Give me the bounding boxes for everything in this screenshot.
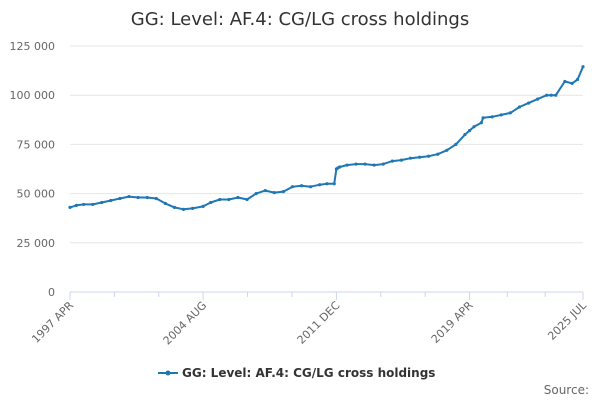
y-tick-label: 50 000 <box>17 188 56 201</box>
data-point[interactable] <box>575 77 580 82</box>
y-tick-label: 25 000 <box>17 237 56 250</box>
x-tick-label: 2011 DEC <box>295 299 343 347</box>
data-point[interactable] <box>318 183 322 187</box>
data-point[interactable] <box>427 154 431 158</box>
data-point[interactable] <box>245 197 249 202</box>
data-point[interactable] <box>74 203 78 208</box>
data-point[interactable] <box>354 162 358 166</box>
data-point[interactable] <box>100 200 104 205</box>
data-point[interactable] <box>436 152 440 156</box>
data-point[interactable] <box>417 155 422 159</box>
x-tick-label: 2025 JUL <box>545 298 589 342</box>
data-point[interactable] <box>201 204 205 208</box>
legend-marker-icon <box>165 370 171 376</box>
data-point[interactable] <box>345 163 349 167</box>
data-point[interactable] <box>563 79 567 84</box>
data-point[interactable] <box>549 93 553 97</box>
data-point[interactable] <box>236 195 240 200</box>
legend[interactable]: GG: Level: AF.4: CG/LG cross holdings <box>158 366 435 380</box>
series-line[interactable] <box>69 66 584 211</box>
data-point[interactable] <box>399 158 404 162</box>
source-label: Source: <box>544 383 589 397</box>
data-point[interactable] <box>363 162 367 166</box>
data-point[interactable] <box>136 195 140 200</box>
data-point[interactable] <box>481 116 485 120</box>
y-tick-label: 0 <box>48 286 55 299</box>
data-point[interactable] <box>517 105 522 109</box>
data-point[interactable] <box>309 185 313 189</box>
data-point[interactable] <box>325 182 329 186</box>
data-point[interactable] <box>190 206 195 210</box>
data-point[interactable] <box>408 156 413 160</box>
data-point[interactable] <box>209 200 213 205</box>
x-tick-label: 1997 APR <box>29 299 76 346</box>
data-point[interactable] <box>218 197 222 202</box>
data-point[interactable] <box>82 202 86 207</box>
data-point[interactable] <box>472 125 476 129</box>
data-point[interactable] <box>272 191 276 195</box>
x-tick-label: 2019 APR <box>429 299 476 346</box>
y-tick-label: 125 000 <box>10 40 56 53</box>
data-point[interactable] <box>254 192 258 196</box>
data-point[interactable] <box>91 202 95 207</box>
legend-label: GG: Level: AF.4: CG/LG cross holdings <box>182 366 435 380</box>
data-point[interactable] <box>290 185 295 189</box>
y-tick-label: 75 000 <box>17 138 56 151</box>
data-point[interactable] <box>463 132 467 137</box>
data-point[interactable] <box>545 93 549 97</box>
data-point[interactable] <box>163 201 167 206</box>
data-point[interactable] <box>372 163 376 167</box>
grid <box>70 45 583 293</box>
y-tick-label: 100 000 <box>10 89 56 102</box>
data-point[interactable] <box>172 205 177 209</box>
data-point[interactable] <box>281 190 285 194</box>
data-point[interactable] <box>332 182 336 186</box>
data-point[interactable] <box>536 97 540 101</box>
data-point[interactable] <box>181 207 186 211</box>
data-point[interactable] <box>554 93 558 97</box>
data-point[interactable] <box>390 159 394 163</box>
data-point[interactable] <box>499 113 503 117</box>
data-point[interactable] <box>338 165 342 169</box>
data-point[interactable] <box>154 196 158 201</box>
data-point[interactable] <box>127 194 131 199</box>
x-tick-label: 2004 AUG <box>161 299 210 348</box>
series-layer <box>68 65 585 211</box>
data-point[interactable] <box>479 121 483 125</box>
chart-title: GG: Level: AF.4: CG/LG cross holdings <box>131 9 469 30</box>
data-point[interactable] <box>299 184 304 188</box>
data-point[interactable] <box>381 162 385 166</box>
data-point[interactable] <box>445 148 449 152</box>
data-point[interactable] <box>508 111 512 115</box>
data-point[interactable] <box>467 129 472 133</box>
data-point[interactable] <box>263 189 267 193</box>
data-point[interactable] <box>227 197 231 202</box>
data-point[interactable] <box>526 101 531 105</box>
data-point[interactable] <box>581 65 585 69</box>
data-point[interactable] <box>68 205 72 209</box>
data-point[interactable] <box>109 198 113 203</box>
data-point[interactable] <box>145 195 149 200</box>
data-point[interactable] <box>490 115 494 119</box>
data-point[interactable] <box>118 196 122 201</box>
data-point[interactable] <box>570 81 574 85</box>
data-point[interactable] <box>454 142 458 146</box>
